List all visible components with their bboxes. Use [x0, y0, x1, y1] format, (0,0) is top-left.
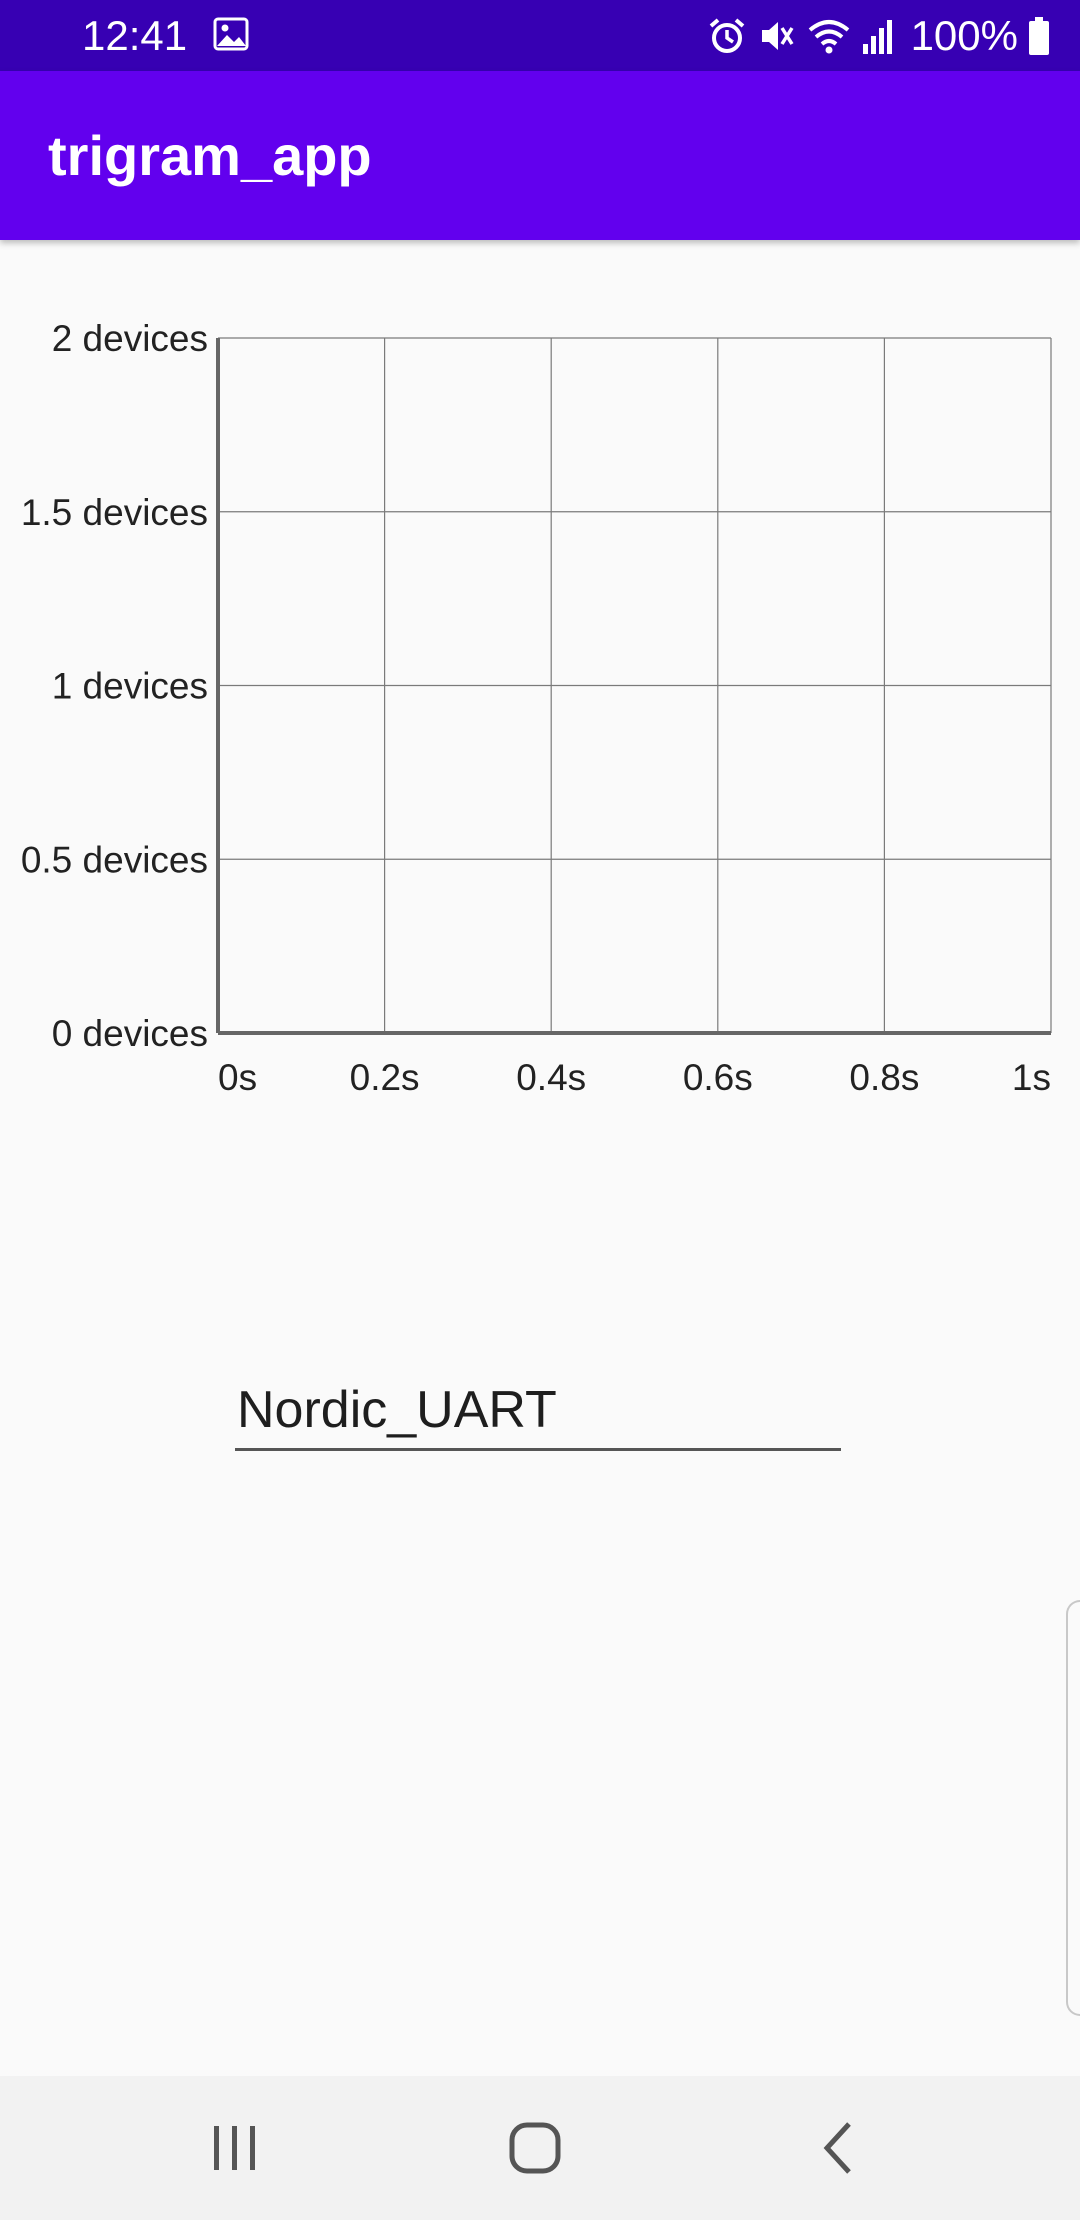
x-tick-label: 0.6s [683, 1057, 753, 1098]
edge-panel-handle[interactable] [1066, 1600, 1080, 2016]
back-icon[interactable] [815, 2120, 865, 2181]
status-icons: 100% [707, 13, 1050, 59]
status-time: 12:41 [82, 12, 188, 59]
x-tick-label: 0.2s [350, 1057, 420, 1098]
nav-bar [0, 2076, 1080, 2220]
home-icon[interactable] [505, 2120, 565, 2181]
x-tick-label: 0.4s [516, 1057, 586, 1098]
x-tick-label: 0s [218, 1057, 257, 1098]
battery-percent: 100% [910, 12, 1018, 59]
device-name-value: Nordic_UART [237, 1381, 557, 1439]
y-tick-label: 0.5 devices [21, 839, 208, 880]
battery-icon [1028, 16, 1050, 56]
y-tick-label: 1 devices [52, 666, 208, 707]
x-axis-tick-labels: 0s 0.2s 0.4s 0.6s 0.8s 1s [218, 1057, 1051, 1098]
device-name-field[interactable]: Nordic_UART [235, 1370, 841, 1451]
chart-axes [216, 338, 1051, 1035]
y-tick-label: 2 devices [52, 318, 208, 359]
chart-grid [218, 337, 1052, 1033]
x-tick-label: 0.8s [849, 1057, 919, 1098]
gallery-icon [213, 17, 249, 56]
status-bar: 12:41 [0, 0, 1080, 71]
device-count-chart: 2 devices 1.5 devices 1 devices 0.5 devices… [21, 318, 1052, 1098]
y-tick-label: 1.5 devices [21, 492, 208, 533]
mute-icon [757, 16, 797, 56]
signal-icon [861, 16, 897, 56]
y-axis-tick-labels: 2 devices 1.5 devices 1 devices 0.5 devices… [21, 318, 208, 1054]
recent-apps-icon[interactable] [205, 2120, 265, 2181]
wifi-icon [807, 16, 851, 56]
alarm-icon [707, 16, 747, 56]
app-title: trigram_app [48, 124, 372, 187]
x-tick-label: 1s [1012, 1057, 1051, 1098]
app-bar: trigram_app [0, 71, 1080, 240]
y-tick-label: 0 devices [52, 1013, 208, 1054]
